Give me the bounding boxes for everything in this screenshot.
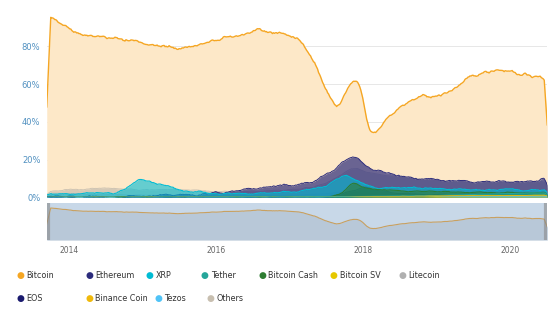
Text: ●: ● <box>85 271 93 280</box>
Text: Tether: Tether <box>211 271 235 280</box>
Text: ●: ● <box>399 271 406 280</box>
Text: Bitcoin Cash: Bitcoin Cash <box>268 271 318 280</box>
Text: Tezos: Tezos <box>164 294 186 303</box>
Text: Bitcoin SV: Bitcoin SV <box>340 271 381 280</box>
Text: Bitcoin: Bitcoin <box>26 271 54 280</box>
Text: ●: ● <box>146 271 153 280</box>
Text: EOS: EOS <box>26 294 43 303</box>
Text: ●: ● <box>154 294 162 303</box>
Text: ●: ● <box>258 271 266 280</box>
Text: ●: ● <box>85 294 93 303</box>
Text: Others: Others <box>216 294 243 303</box>
Text: ●: ● <box>206 294 214 303</box>
Text: ●: ● <box>201 271 208 280</box>
Text: ●: ● <box>330 271 338 280</box>
Text: Ethereum: Ethereum <box>95 271 135 280</box>
Text: Binance Coin: Binance Coin <box>95 294 148 303</box>
Text: ●: ● <box>16 271 24 280</box>
Text: XRP: XRP <box>156 271 172 280</box>
Text: ●: ● <box>16 294 24 303</box>
Text: Litecoin: Litecoin <box>409 271 440 280</box>
